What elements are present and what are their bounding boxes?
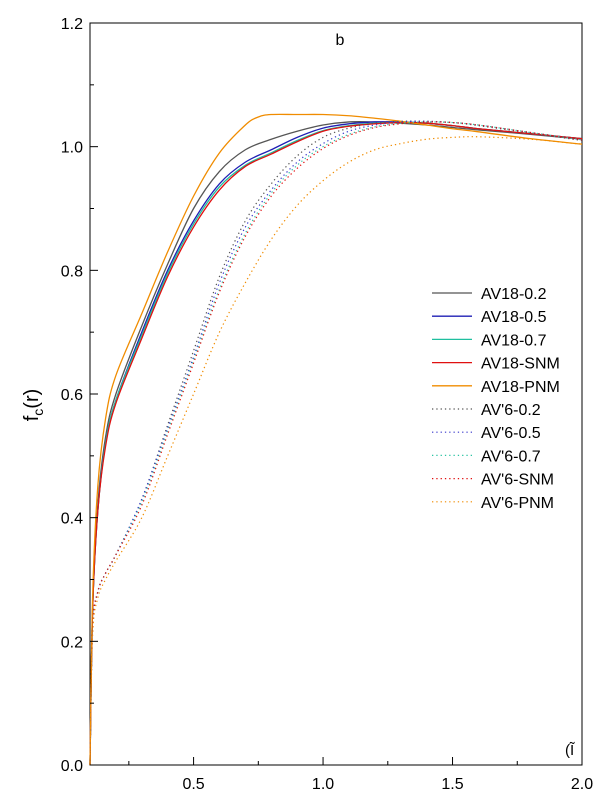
y-tick-label: 0.2: [61, 634, 83, 651]
x-tick-label: 1.5: [441, 776, 463, 793]
x-axis-label: (Ĩ: [565, 742, 575, 759]
x-tick-label: 2.0: [571, 776, 593, 793]
legend-label-av18-0-2: AV18-0.2: [481, 286, 547, 303]
legend-label-av18-0-5: AV18-0.5: [481, 309, 547, 326]
series-line-av18-0-2: [89, 121, 583, 766]
legend-label-av18-0-7: AV18-0.7: [481, 332, 547, 349]
y-tick-label: 1.2: [61, 16, 83, 33]
x-tick-label: 1.0: [312, 776, 334, 793]
y-axis-label-main: f: [21, 415, 43, 421]
legend-label-av18-snm: AV18-SNM: [481, 356, 560, 373]
series-line-av18-pnm: [89, 113, 583, 766]
legend-label-av-6-0-2: AV'6-0.2: [481, 402, 541, 419]
series-line-av18-snm: [89, 121, 583, 766]
series-layer: [89, 113, 583, 766]
legend-label-av-6-0-7: AV'6-0.7: [481, 448, 541, 465]
legend-label-av-6-pnm: AV'6-PNM: [481, 495, 554, 512]
y-axis-label: fc(r): [21, 389, 46, 422]
y-tick-label: 0.6: [61, 387, 83, 404]
ticks-layer: 0.0 0.2 0.4 0.6 0.8 1.0 1.2 0.5 1.0 1.5 2.0: [61, 16, 593, 793]
y-axis-label-tail: (r): [21, 389, 43, 409]
y-tick-label: 0.8: [61, 263, 83, 280]
y-tick-label: 0.4: [61, 511, 83, 528]
legend-label-av18-pnm: AV18-PNM: [481, 379, 560, 396]
legend: AV18-0.2 AV18-0.5 AV18-0.7 AV18-SNM AV18-PNM…: [432, 286, 560, 512]
series-line-av-6-pnm: [89, 136, 583, 766]
legend-label-av-6-0-5: AV'6-0.5: [481, 425, 541, 442]
series-line-av-6-snm: [89, 121, 583, 766]
y-axis-label-sub: c: [30, 409, 46, 416]
y-tick-label: 1.0: [61, 140, 83, 157]
y-tick-label: 0.0: [61, 758, 83, 775]
panel-label: b: [336, 32, 345, 49]
legend-label-av-6-snm: AV'6-SNM: [481, 472, 554, 489]
x-tick-label: 0.5: [182, 776, 204, 793]
